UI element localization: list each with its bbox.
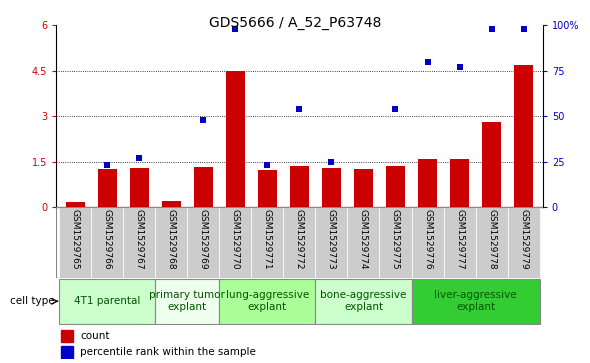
Bar <box>59 279 155 324</box>
Text: 4T1 parental: 4T1 parental <box>74 296 140 306</box>
Bar <box>65 202 85 207</box>
Bar <box>386 166 405 207</box>
Text: count: count <box>80 331 110 341</box>
Bar <box>476 207 507 278</box>
Text: GSM1529773: GSM1529773 <box>327 209 336 270</box>
Bar <box>59 207 91 278</box>
Text: GSM1529766: GSM1529766 <box>103 209 112 270</box>
Bar <box>155 279 219 324</box>
Bar <box>98 169 117 207</box>
Bar <box>155 207 188 278</box>
Text: GSM1529765: GSM1529765 <box>71 209 80 270</box>
Text: primary tumor
explant: primary tumor explant <box>149 290 225 312</box>
Bar <box>379 207 411 278</box>
Text: GSM1529778: GSM1529778 <box>487 209 496 270</box>
Bar <box>219 279 316 324</box>
Bar <box>411 207 444 278</box>
Text: GSM1529775: GSM1529775 <box>391 209 400 270</box>
Bar <box>61 330 73 342</box>
Bar <box>194 167 213 207</box>
Text: GSM1529771: GSM1529771 <box>263 209 272 270</box>
Text: cell type: cell type <box>10 296 54 306</box>
Bar <box>316 207 348 278</box>
Bar <box>411 279 540 324</box>
Bar <box>123 207 155 278</box>
Bar <box>61 346 73 358</box>
Bar <box>219 207 251 278</box>
Bar <box>283 207 316 278</box>
Text: GSM1529767: GSM1529767 <box>135 209 144 270</box>
Text: GSM1529768: GSM1529768 <box>167 209 176 270</box>
Bar <box>290 166 309 207</box>
Bar <box>316 279 411 324</box>
Text: percentile rank within the sample: percentile rank within the sample <box>80 347 256 357</box>
Text: GSM1529774: GSM1529774 <box>359 209 368 270</box>
Text: bone-aggressive
explant: bone-aggressive explant <box>320 290 407 312</box>
Bar <box>91 207 123 278</box>
Bar <box>514 65 533 207</box>
Bar <box>482 122 501 207</box>
Text: GSM1529776: GSM1529776 <box>423 209 432 270</box>
Bar <box>418 159 437 207</box>
Bar <box>348 207 379 278</box>
Bar <box>450 159 469 207</box>
Bar <box>444 207 476 278</box>
Text: GSM1529772: GSM1529772 <box>295 209 304 270</box>
Bar <box>354 169 373 207</box>
Text: GSM1529770: GSM1529770 <box>231 209 240 270</box>
Bar <box>251 207 283 278</box>
Bar <box>188 207 219 278</box>
Bar <box>258 170 277 207</box>
Bar <box>507 207 540 278</box>
Bar <box>162 201 181 207</box>
Bar <box>226 71 245 207</box>
Text: GSM1529779: GSM1529779 <box>519 209 528 270</box>
Text: GSM1529777: GSM1529777 <box>455 209 464 270</box>
Text: GSM1529769: GSM1529769 <box>199 209 208 270</box>
Text: liver-aggressive
explant: liver-aggressive explant <box>434 290 517 312</box>
Bar <box>322 168 341 207</box>
Text: GDS5666 / A_52_P63748: GDS5666 / A_52_P63748 <box>209 16 381 30</box>
Text: lung-aggressive
explant: lung-aggressive explant <box>226 290 309 312</box>
Bar <box>130 168 149 207</box>
